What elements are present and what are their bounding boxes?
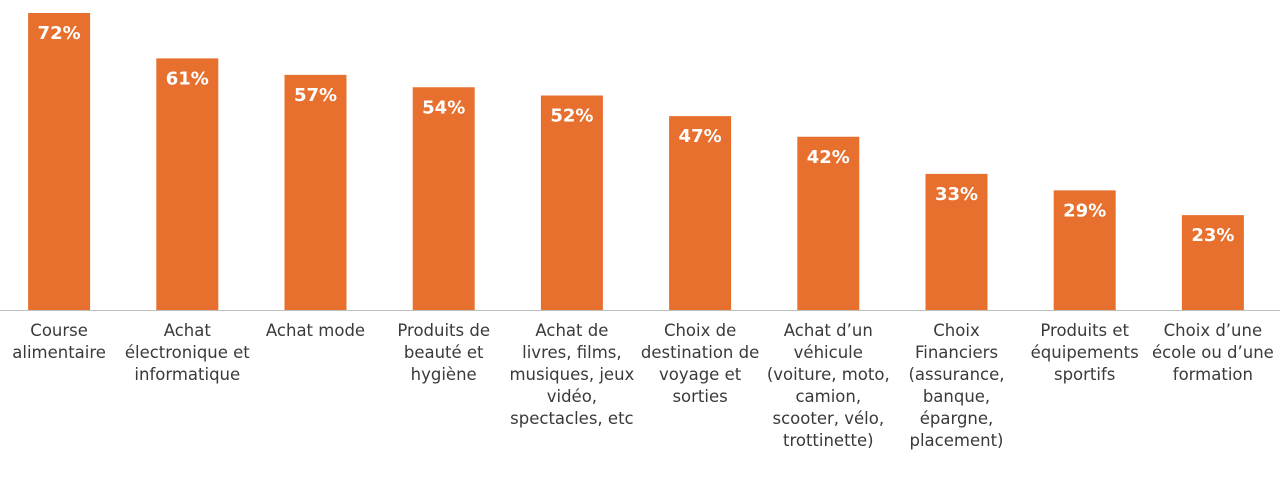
value-label: 57%	[294, 85, 337, 106]
value-label: 61%	[166, 68, 209, 89]
bar	[412, 87, 475, 310]
category-label: Achat électronique et informatique	[124, 321, 250, 384]
value-label: 47%	[679, 126, 722, 147]
category-label: Course alimentaire	[12, 321, 106, 362]
value-label: 72%	[38, 23, 81, 44]
category-label: Achat d’un véhicule (voiture, moto, cami…	[766, 321, 890, 450]
bar	[28, 13, 91, 310]
value-label: 29%	[1063, 200, 1106, 221]
value-label: 52%	[550, 106, 593, 127]
bar	[925, 173, 988, 310]
category-label: Achat de livres, films, musiques, jeux v…	[509, 321, 635, 428]
category-label: Produits et équipements sportifs	[1030, 321, 1139, 384]
category-label: Choix d’une école ou d’une formation	[1151, 321, 1274, 384]
bar	[540, 95, 603, 310]
category-label: Choix de destination de voyage et sortie…	[640, 321, 760, 406]
value-label: 54%	[422, 97, 465, 118]
bar	[1181, 215, 1244, 310]
bar	[669, 116, 732, 310]
value-label: 33%	[935, 184, 978, 205]
bar	[1053, 190, 1116, 310]
category-label: Achat mode	[265, 321, 366, 340]
bar	[156, 58, 219, 310]
category-label: Produits de beauté et hygiène	[397, 321, 490, 384]
bar	[797, 136, 860, 310]
bar	[284, 74, 347, 310]
category-label: Choix Financiers (assurance, banque, épa…	[908, 321, 1005, 450]
value-label: 42%	[807, 147, 850, 168]
value-label: 23%	[1191, 225, 1234, 246]
